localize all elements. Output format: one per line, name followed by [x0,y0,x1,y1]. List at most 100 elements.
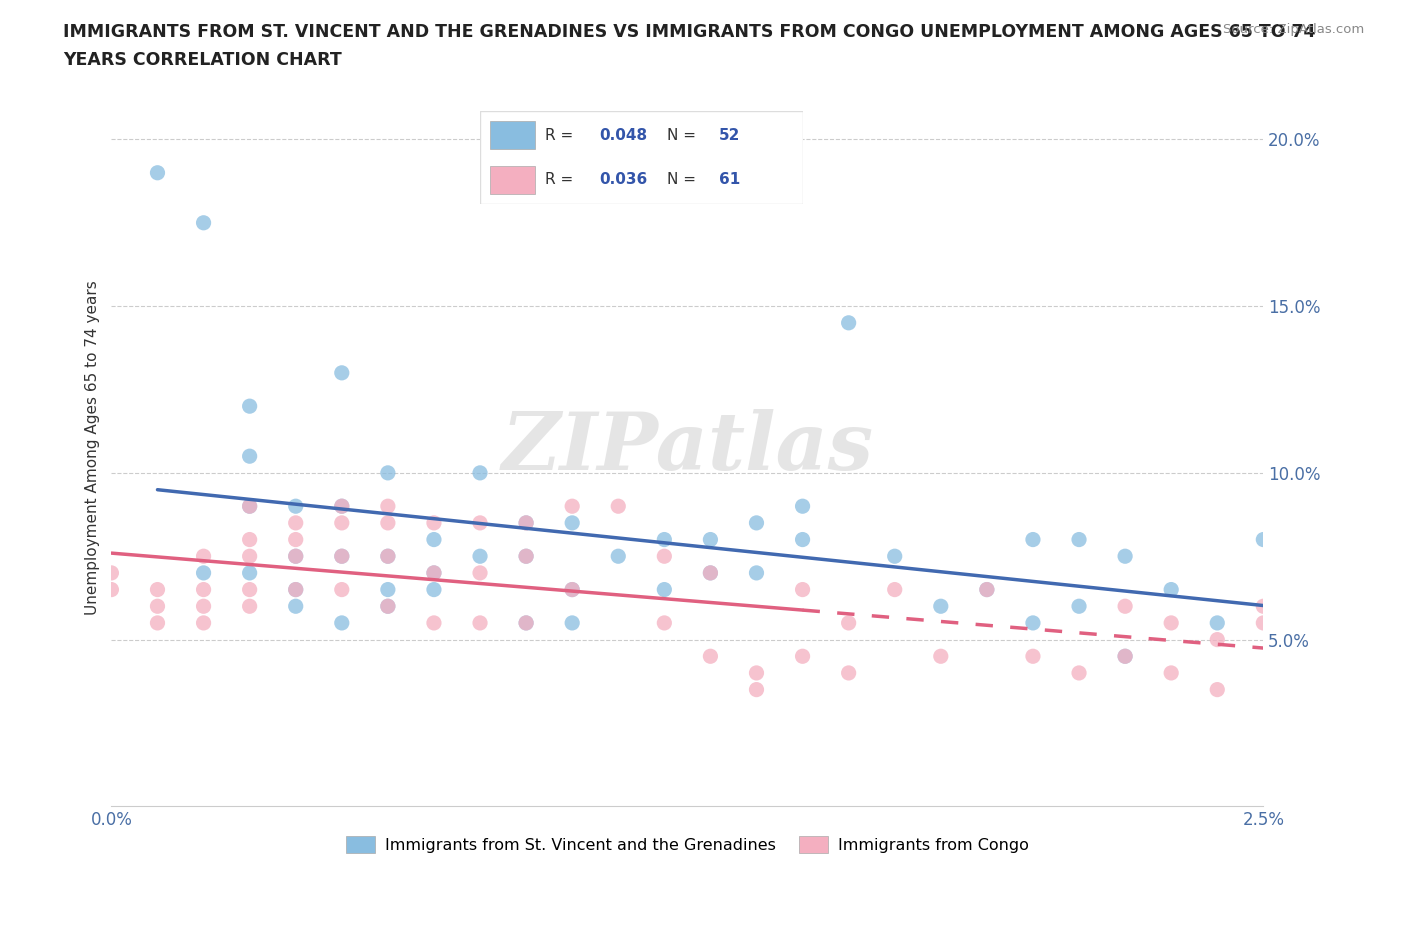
Y-axis label: Unemployment Among Ages 65 to 74 years: Unemployment Among Ages 65 to 74 years [86,281,100,616]
Point [377,465,399,480]
Point [1206,632,1229,647]
Point [607,498,630,513]
Point [239,582,262,597]
Point [515,549,537,564]
Point [284,582,307,597]
Point [1114,599,1136,614]
Point [100,582,122,597]
Point [423,565,446,580]
Point [193,599,215,614]
Point [1067,532,1090,547]
Point [377,599,399,614]
Point [193,216,215,231]
Point [1067,666,1090,681]
Point [284,549,307,564]
Point [1160,666,1182,681]
Point [561,616,583,631]
Point [976,582,998,597]
Point [745,565,768,580]
Point [330,365,353,380]
Point [1022,649,1045,664]
Point [423,616,446,631]
Point [792,498,814,513]
Point [838,315,860,330]
Point [561,582,583,597]
Point [423,582,446,597]
Point [561,582,583,597]
Point [699,649,721,664]
Point [193,616,215,631]
Point [423,565,446,580]
Point [745,515,768,530]
Point [284,582,307,597]
Point [146,582,169,597]
Point [561,515,583,530]
Point [468,549,491,564]
Point [239,498,262,513]
Point [239,498,262,513]
Point [1160,616,1182,631]
Point [1114,549,1136,564]
Point [699,565,721,580]
Point [284,532,307,547]
Point [792,649,814,664]
Text: IMMIGRANTS FROM ST. VINCENT AND THE GRENADINES VS IMMIGRANTS FROM CONGO UNEMPLOY: IMMIGRANTS FROM ST. VINCENT AND THE GREN… [63,23,1316,41]
Point [699,565,721,580]
Legend: Immigrants from St. Vincent and the Grenadines, Immigrants from Congo: Immigrants from St. Vincent and the Gren… [340,830,1035,859]
Point [239,549,262,564]
Point [654,582,676,597]
Point [1253,616,1275,631]
Point [284,549,307,564]
Point [1114,649,1136,664]
Point [239,399,262,414]
Point [699,532,721,547]
Point [330,549,353,564]
Point [377,549,399,564]
Point [654,616,676,631]
Point [745,683,768,698]
Point [239,565,262,580]
Point [1114,649,1136,664]
Point [515,616,537,631]
Point [377,515,399,530]
Point [193,582,215,597]
Point [792,582,814,597]
Point [239,532,262,547]
Point [1022,532,1045,547]
Point [330,582,353,597]
Point [976,582,998,597]
Point [284,515,307,530]
Point [792,532,814,547]
Point [193,549,215,564]
Point [1067,599,1090,614]
Point [193,565,215,580]
Point [330,549,353,564]
Point [239,449,262,464]
Point [377,549,399,564]
Point [561,498,583,513]
Point [515,515,537,530]
Point [515,515,537,530]
Point [377,599,399,614]
Point [239,599,262,614]
Point [654,532,676,547]
Point [468,515,491,530]
Point [423,515,446,530]
Point [468,565,491,580]
Point [330,498,353,513]
Point [468,465,491,480]
Point [423,532,446,547]
Point [468,616,491,631]
Point [929,599,952,614]
Point [515,549,537,564]
Point [1253,599,1275,614]
Point [1160,582,1182,597]
Point [1253,532,1275,547]
Point [607,549,630,564]
Point [100,565,122,580]
Point [377,582,399,597]
Point [1206,683,1229,698]
Point [883,582,905,597]
Point [330,498,353,513]
Text: ZIPatlas: ZIPatlas [502,409,873,486]
